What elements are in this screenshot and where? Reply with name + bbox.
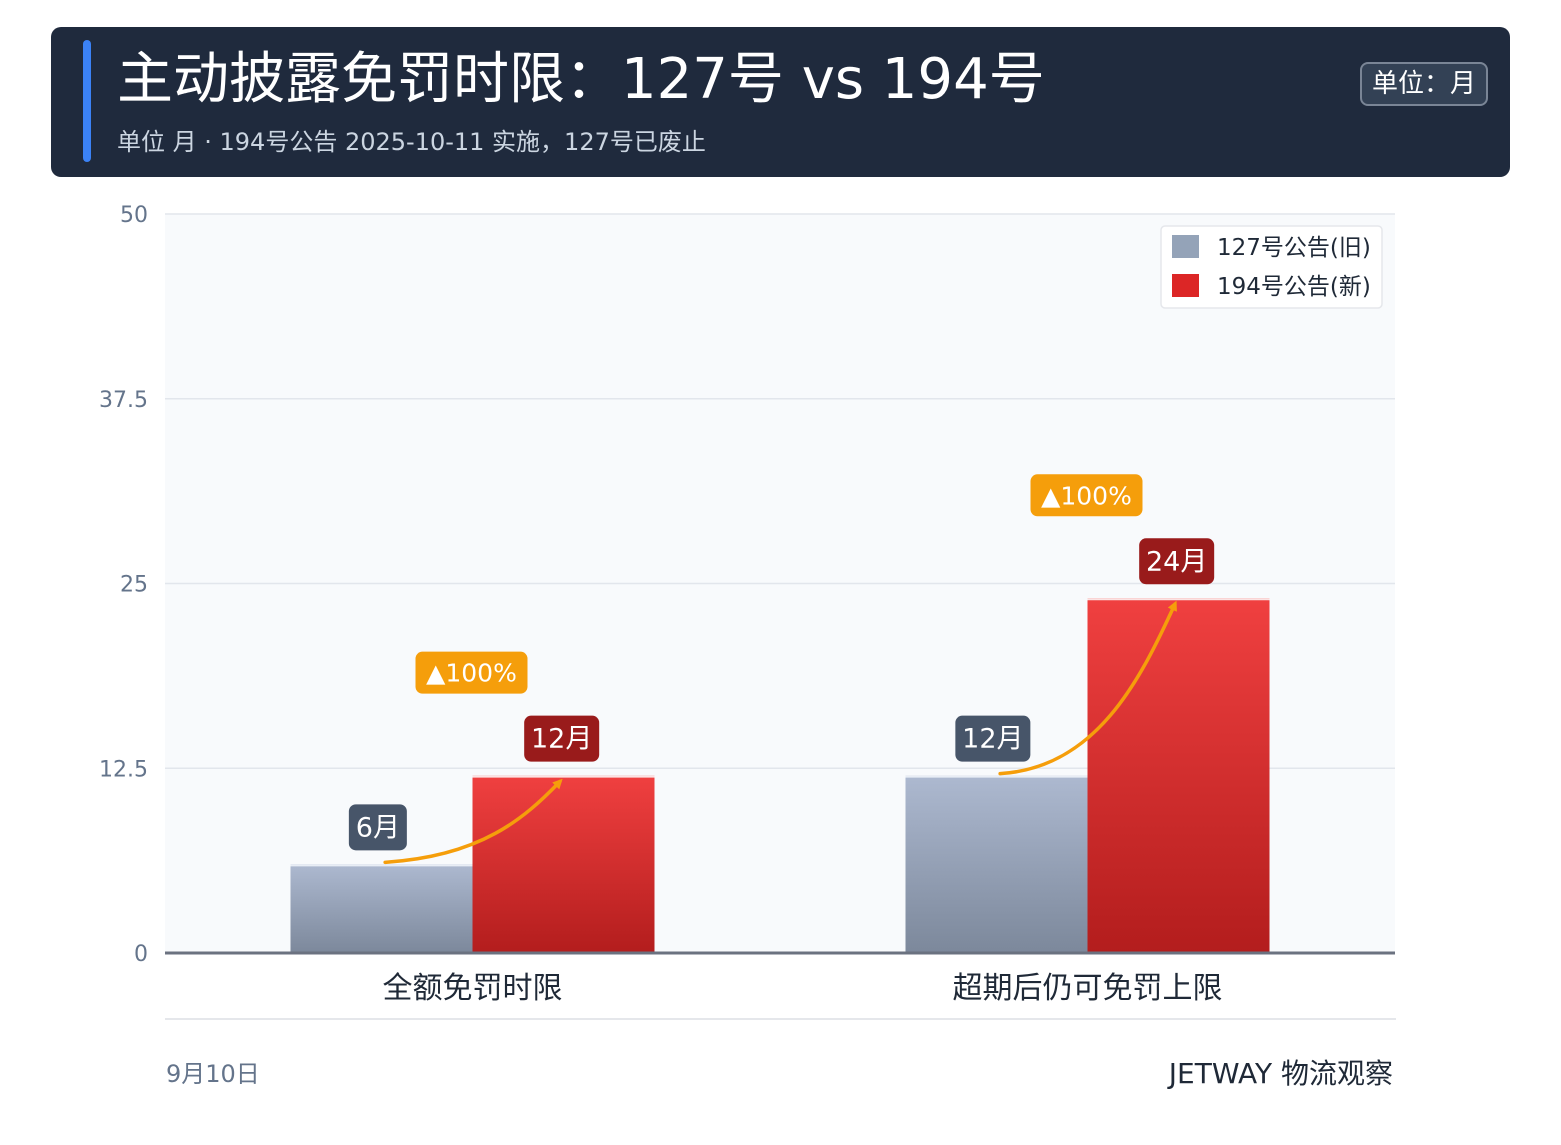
bar-194-0 — [472, 775, 655, 953]
change-label-1: ▲100% — [1030, 474, 1143, 517]
y-tick-label: 0 — [134, 942, 148, 967]
value-label-127-0: 6月 — [348, 804, 407, 851]
unit-badge: 单位：月 — [1359, 62, 1488, 106]
legend-swatch-1 — [1172, 274, 1199, 297]
footer-date: 9月10日 — [166, 1060, 260, 1088]
svg-text:12月: 12月 — [962, 724, 1023, 755]
legend-label-0: 127号公告(旧) — [1217, 235, 1371, 261]
x-category-label-1: 超期后仍可免罚上限 — [953, 971, 1223, 1006]
bar-127-0 — [290, 864, 473, 953]
x-category-label-0: 全额免罚时限 — [383, 971, 563, 1006]
footer-brand: JETWAY 物流观察 — [1168, 1057, 1393, 1090]
svg-text:24月: 24月 — [1146, 546, 1207, 577]
legend-box — [1160, 225, 1383, 309]
header-banner: 主动披露免罚时限：127号 vs 194号 单位 月 · 194号公告 2025… — [51, 27, 1510, 177]
value-label-194-1: 24月 — [1139, 538, 1215, 585]
page-subtitle: 单位 月 · 194号公告 2025-10-11 实施，127号已废止 — [117, 128, 706, 156]
change-arrow-0 — [383, 778, 563, 865]
change-arrow-1 — [998, 600, 1177, 776]
svg-text:12月: 12月 — [531, 724, 592, 755]
y-tick-label: 37.5 — [99, 388, 148, 413]
value-label-127-1: 12月 — [955, 715, 1031, 762]
y-tick-label: 12.5 — [99, 757, 148, 782]
page-title: 主动披露免罚时限：127号 vs 194号 — [117, 47, 1045, 112]
bar-194-1 — [1087, 598, 1270, 953]
change-label-0: ▲100% — [415, 651, 528, 694]
legend-label-1: 194号公告(新) — [1217, 274, 1371, 300]
header-accent-bar — [83, 40, 91, 162]
legend: 127号公告(旧) 194号公告(新) — [1160, 225, 1383, 309]
legend-swatch-0 — [1172, 235, 1199, 258]
y-tick-label: 50 — [120, 203, 148, 228]
footer-divider — [165, 1018, 1396, 1020]
value-label-194-0: 12月 — [524, 715, 600, 762]
bar-127-1 — [905, 775, 1088, 953]
svg-text:▲100%: ▲100% — [426, 659, 517, 688]
svg-text:▲100%: ▲100% — [1041, 481, 1132, 510]
svg-text:6月: 6月 — [356, 812, 400, 843]
y-tick-label: 25 — [120, 573, 148, 598]
